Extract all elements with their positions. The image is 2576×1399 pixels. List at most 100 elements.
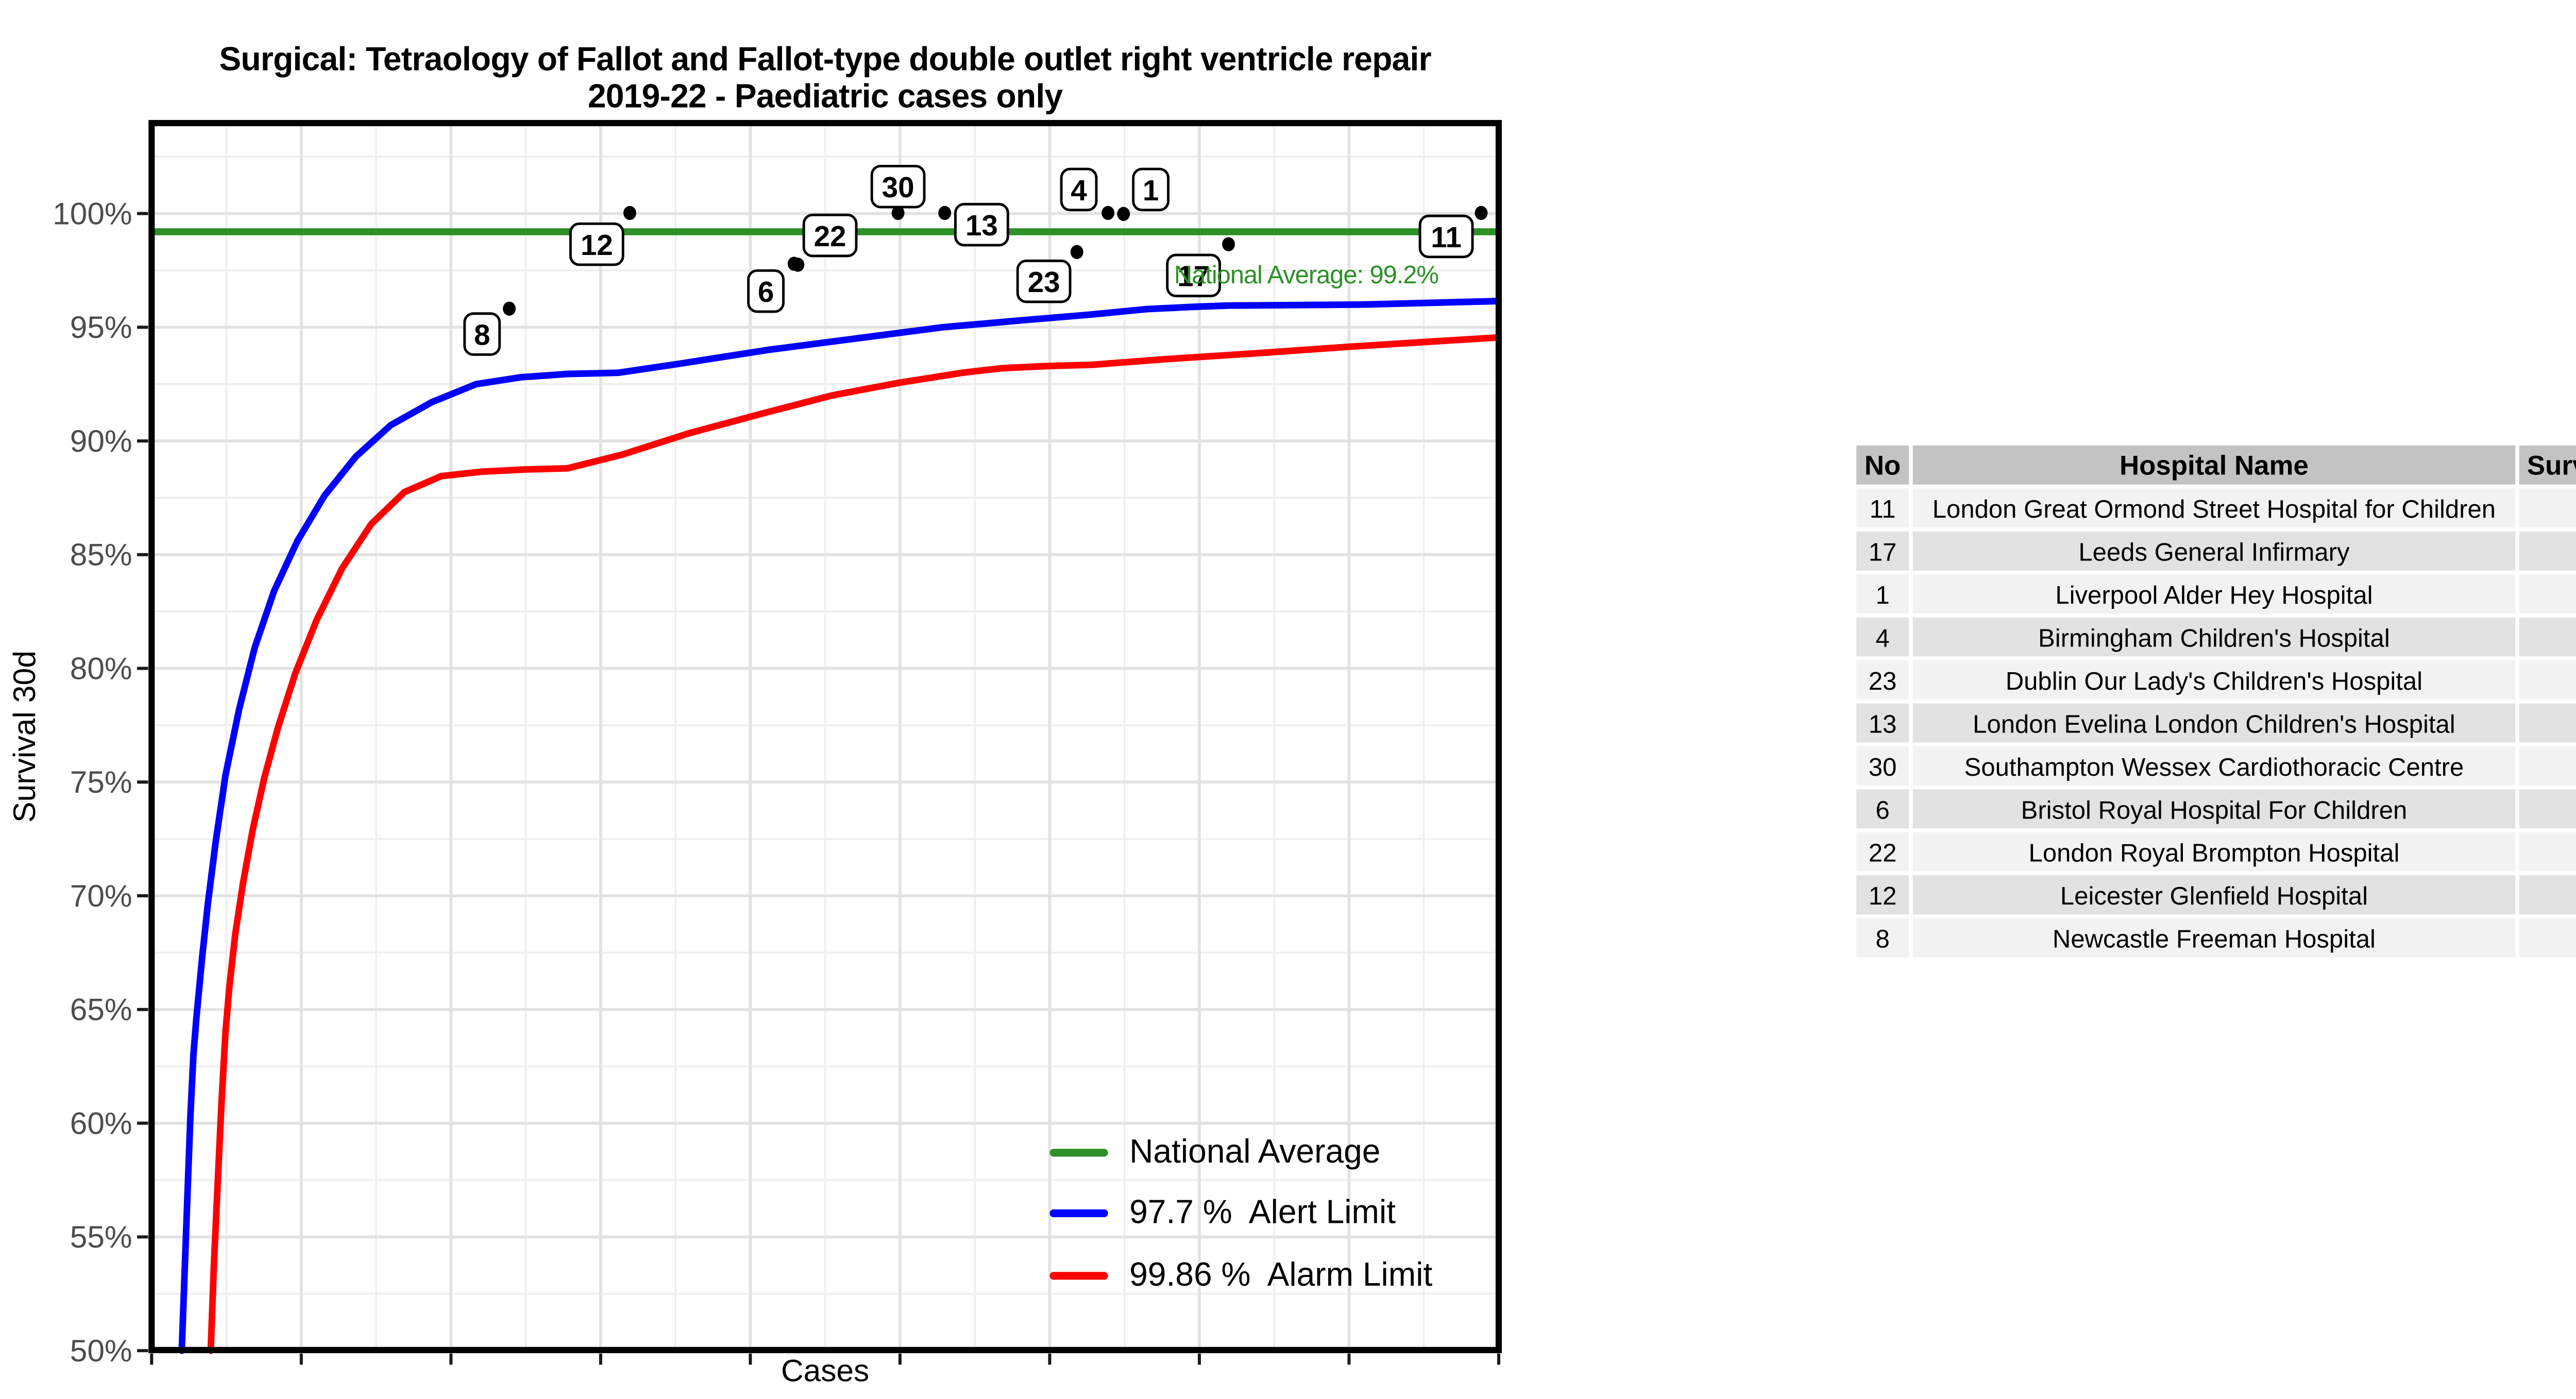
- cell-hospital-name: London Great Ormond Street Hospital for …: [1912, 488, 2516, 528]
- cell-hospital-name: Birmingham Children's Hospital: [1912, 617, 2516, 657]
- chart-title-line2: 2019-22 - Paediatric cases only: [587, 78, 1063, 115]
- table-body: 11 London Great Ormond Street Hospital fo…: [1856, 488, 2576, 958]
- hospital-label-text-30: 30: [882, 172, 914, 204]
- y-tick-label: 50%: [70, 1333, 132, 1368]
- hospital-label-text-22: 22: [814, 220, 846, 253]
- y-tick-label: 60%: [70, 1105, 132, 1140]
- panel-border: [148, 120, 1502, 1354]
- y-axis-title: Survival 30d: [9, 650, 43, 823]
- y-tick-label: 65%: [70, 992, 132, 1027]
- cell-no: 23: [1856, 660, 1909, 699]
- cell-hospital-name: Newcastle Freeman Hospital: [1912, 918, 2516, 958]
- hospital-label-text-12: 12: [581, 229, 613, 262]
- data-point-dot-8: [503, 301, 516, 316]
- y-tick-label: 95%: [70, 310, 132, 345]
- cell-hospital-name: London Evelina London Children's Hospita…: [1912, 703, 2516, 743]
- y-tick-label: 80%: [70, 651, 132, 686]
- table-row: 11 London Great Ormond Street Hospital fo…: [1856, 488, 2576, 528]
- cell-hospital-name: Leeds General Infirmary: [1912, 531, 2516, 571]
- table-header-no: No: [1856, 445, 1909, 485]
- y-tick-label: 55%: [70, 1219, 132, 1254]
- cell-survival: 99%: [2519, 531, 2576, 571]
- legend-label: 99.86 % Alarm Limit: [1129, 1255, 1433, 1293]
- hospital-label-box-13: [954, 202, 1009, 247]
- cell-survival: 100%: [2519, 617, 2576, 657]
- data-point-dot-17: [1222, 237, 1235, 251]
- hospital-label-box-23: [1016, 259, 1072, 303]
- hospital-label-box-6: [747, 269, 785, 313]
- legend-item-alert-limit: 97.7 % Alert Limit: [1049, 1183, 1432, 1244]
- hospital-label-text-1: 1: [1143, 175, 1159, 207]
- hospital-label-text-11: 11: [1431, 221, 1462, 254]
- hospital-label-text-4: 4: [1071, 175, 1087, 207]
- table-header-hospital-name: Hospital Name: [1912, 445, 2516, 485]
- cell-survival: 100%: [2519, 875, 2576, 915]
- data-point-dot-4: [1101, 206, 1115, 220]
- hospital-label-box-1: [1132, 167, 1170, 212]
- funnel-chart-svg: 100% 95% 90% 85% 80% 75% 70% 65% 60% 55% 50% 8 12 6 22…: [53, 120, 1502, 1368]
- chart-title: Surgical: Tetraology of Fallot and Fallo…: [151, 41, 1499, 115]
- data-point-dot-22: [791, 258, 805, 272]
- national-average-line-swatch: [1049, 1149, 1108, 1156]
- y-tick-label: 70%: [70, 878, 132, 913]
- y-tick-label: 90%: [70, 423, 132, 458]
- legend-label: National Average: [1129, 1132, 1381, 1170]
- cell-no: 17: [1856, 531, 1909, 571]
- data-point-dot-1: [1117, 207, 1130, 221]
- cell-no: 13: [1856, 703, 1909, 743]
- data-point-dot-12: [623, 206, 636, 220]
- cell-hospital-name: Southampton Wessex Cardiothoracic Centre: [1912, 746, 2516, 786]
- cell-hospital-name: Bristol Royal Hospital For Children: [1912, 789, 2516, 829]
- hospital-label-box-11: [1418, 214, 1474, 259]
- cell-no: 1: [1856, 574, 1909, 614]
- hospital-label-box-4: [1060, 167, 1098, 212]
- cell-no: 11: [1856, 488, 1909, 528]
- cell-survival: 100%: [2519, 574, 2576, 614]
- hospital-label-box-17: [1166, 253, 1222, 298]
- cell-survival: 98%: [2519, 832, 2576, 872]
- hospital-label-box-8: [463, 312, 501, 356]
- cell-no: 22: [1856, 832, 1909, 872]
- y-tick-label: 100%: [53, 196, 132, 231]
- cell-hospital-name: London Royal Brompton Hospital: [1912, 832, 2516, 872]
- hospital-label-text-8: 8: [474, 319, 490, 351]
- cell-survival: 96%: [2519, 918, 2576, 958]
- table-row: 30 Southampton Wessex Cardiothoracic Cent…: [1856, 746, 2576, 786]
- cell-survival: 100%: [2519, 488, 2576, 528]
- data-point-dot-30: [891, 206, 905, 220]
- national-average-annotation: National Average: 99.2%: [1174, 260, 1439, 289]
- data-point-dot-11: [1475, 206, 1488, 220]
- hospital-label-text-13: 13: [965, 210, 998, 242]
- cell-hospital-name: Liverpool Alder Hey Hospital: [1912, 574, 2516, 614]
- legend-label: 97.7 % Alert Limit: [1129, 1194, 1396, 1232]
- chart-legend: National Average 97.7 % Alert Limit 99.8…: [1049, 1121, 1432, 1306]
- y-tick-label: 75%: [70, 764, 132, 799]
- alarm-limit-curve: [207, 334, 1502, 1354]
- chart-title-line1: Surgical: Tetraology of Fallot and Fallo…: [219, 41, 1431, 78]
- x-axis-title: Cases: [781, 1356, 870, 1389]
- data-point-dot-23: [1070, 245, 1083, 259]
- legend-item-national-average: National Average: [1049, 1121, 1432, 1183]
- cell-no: 6: [1856, 789, 1909, 829]
- alarm-limit-line-swatch: [1049, 1272, 1108, 1279]
- hospital-label-text-6: 6: [758, 276, 774, 309]
- hospital-label-box-22: [802, 213, 858, 258]
- cell-survival: 98%: [2519, 660, 2576, 699]
- table-header-survival: Survival 30d: [2519, 445, 2576, 485]
- alert-limit-curve: [178, 298, 1502, 1354]
- hospital-label-text-23: 23: [1028, 266, 1060, 299]
- table-header-row: No Hospital Name Survival 30d: [1856, 445, 2576, 485]
- cell-survival: 100%: [2519, 703, 2576, 743]
- cell-no: 8: [1856, 918, 1909, 958]
- hospital-label-box-12: [569, 222, 624, 266]
- cell-no: 4: [1856, 617, 1909, 657]
- alert-limit-line-swatch: [1049, 1210, 1108, 1218]
